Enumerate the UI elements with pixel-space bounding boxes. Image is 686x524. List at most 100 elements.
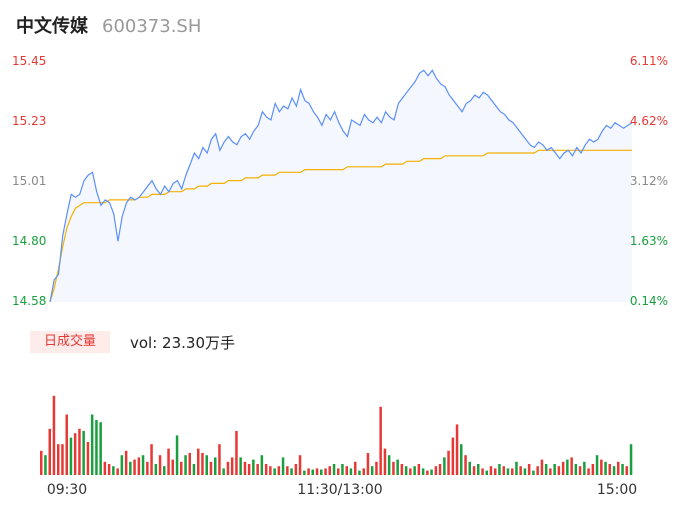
volume-bar [506,468,510,475]
volume-bar [387,455,391,475]
volume-bar [345,466,348,475]
volume-bar [426,470,429,475]
avg-price-line [49,149,632,303]
volume-bar [167,448,170,475]
volume-bar [600,459,603,475]
y-tick-left: 15.45 [12,54,46,68]
volume-bar [201,453,204,475]
volume-bar [57,444,60,475]
volume-bar [430,469,433,475]
volume-bar [188,453,191,475]
volume-bar [612,466,616,475]
volume-bar [298,455,302,475]
volume-bar [171,459,174,475]
volume-bar [561,461,565,475]
volume-bar [332,464,336,475]
volume-bar [311,469,314,475]
volume-bar [226,461,230,475]
volume-bar [404,466,408,475]
x-tick: 11:30/13:00 [297,482,382,498]
volume-bar [273,468,276,475]
volume-bar [290,468,293,475]
volume-bar [239,457,242,475]
volume-bar [341,464,344,475]
volume-bar [154,464,158,475]
stock-code: 600373.SH [102,16,202,37]
volume-bar [324,468,327,475]
volume-bar [286,466,289,475]
y-tick-left: 14.80 [12,234,46,248]
volume-bar [163,466,166,475]
y-tick-left: 14.58 [12,294,46,308]
volume-bar [536,466,539,475]
volume-bar [277,466,281,475]
y-tick-right: 4.62% [630,114,668,128]
y-tick-right: 3.12% [630,174,668,188]
volume-bar [247,464,251,475]
volume-bar [86,442,90,475]
volume-bar [438,464,442,475]
volume-bar [82,431,85,475]
volume-bar [146,461,149,475]
volume-bar [375,461,378,475]
volume-bar [625,466,628,475]
volume-bar [595,455,599,475]
volume-bar [455,424,459,475]
volume-bar [464,455,467,475]
volume-bar [129,461,132,475]
volume-bar [468,461,471,475]
volume-bar [260,455,264,475]
volume-bar [218,444,221,475]
volume-bar [320,469,323,475]
volume-bar [485,470,488,475]
volume-bar [197,448,200,475]
volume-bar [570,457,573,475]
volume-bar [370,466,374,475]
volume-bar [243,461,247,475]
volume-bar [103,461,107,475]
volume-bar [451,437,455,475]
volume-bar [40,450,43,475]
volume-bar [205,455,208,475]
volume-bar [303,470,306,475]
volume-bar [621,464,624,475]
volume-bar [417,464,421,475]
price-line [49,69,633,303]
volume-bar [392,461,395,475]
volume-bar [553,464,556,475]
volume-bar [400,464,404,475]
volume-bar [214,457,217,475]
volume-bar [141,455,145,475]
volume-bar [617,461,620,475]
volume-bar [107,464,111,475]
volume-bar [337,468,340,475]
volume-bar [61,444,64,475]
volume-bar [498,464,501,475]
y-tick-left: 15.01 [12,174,46,188]
volume-bar [502,466,505,475]
y-tick-right: 6.11% [630,54,668,68]
volume-bar [252,459,255,475]
volume-bar [511,468,514,475]
volume-bar [222,468,225,475]
volume-bar [44,455,47,475]
volume-bar [396,459,399,475]
volume-bar [447,450,450,475]
volume-bar [184,455,187,475]
volume-bar [90,414,94,475]
volume-bar [269,466,272,475]
volume-bar [583,461,586,475]
volume-bar [608,464,611,475]
volume-tag[interactable]: 日成交量 [30,331,110,353]
volume-bar [460,444,463,475]
stock-name: 中文传媒 [16,16,88,37]
x-tick: 09:30 [47,482,87,498]
volume-bar [549,468,552,475]
y-tick-right: 0.14% [630,294,668,308]
volume-bar [180,461,183,475]
volume-bar [413,466,416,475]
volume-bar [366,453,370,475]
volume-bar [256,464,259,475]
volume-bar [434,466,438,475]
